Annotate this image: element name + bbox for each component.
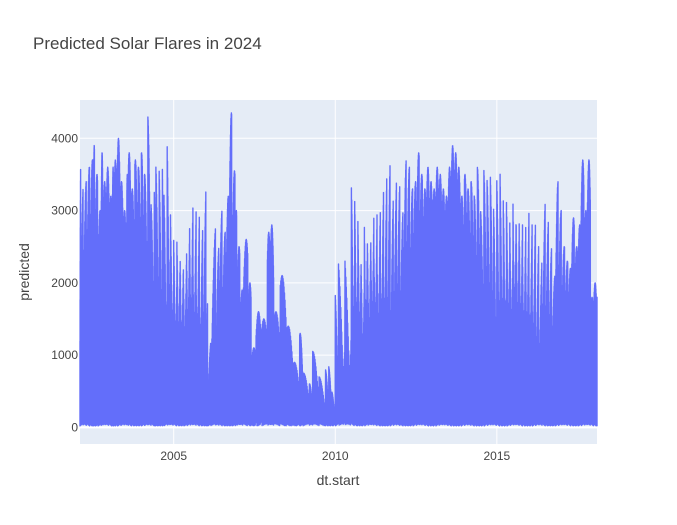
y-tick-labels: 0 1000 2000 3000 4000: [51, 131, 78, 434]
y-tick-label: 0: [71, 420, 78, 434]
x-tick-label: 2010: [322, 449, 349, 463]
series-layer: [79, 112, 598, 427]
y-axis-title: predicted: [16, 243, 32, 301]
y-tick-label: 2000: [51, 276, 78, 290]
x-axis-title: dt.start: [317, 472, 360, 488]
x-tick-label: 2015: [483, 449, 510, 463]
chart-title: Predicted Solar Flares in 2024: [33, 34, 262, 53]
x-tick-labels: 2005 2010 2015: [160, 449, 510, 463]
y-tick-label: 3000: [51, 204, 78, 218]
series-line: [79, 112, 598, 427]
x-tick-label: 2005: [160, 449, 187, 463]
y-tick-label: 1000: [51, 348, 78, 362]
y-tick-label: 4000: [51, 131, 78, 145]
